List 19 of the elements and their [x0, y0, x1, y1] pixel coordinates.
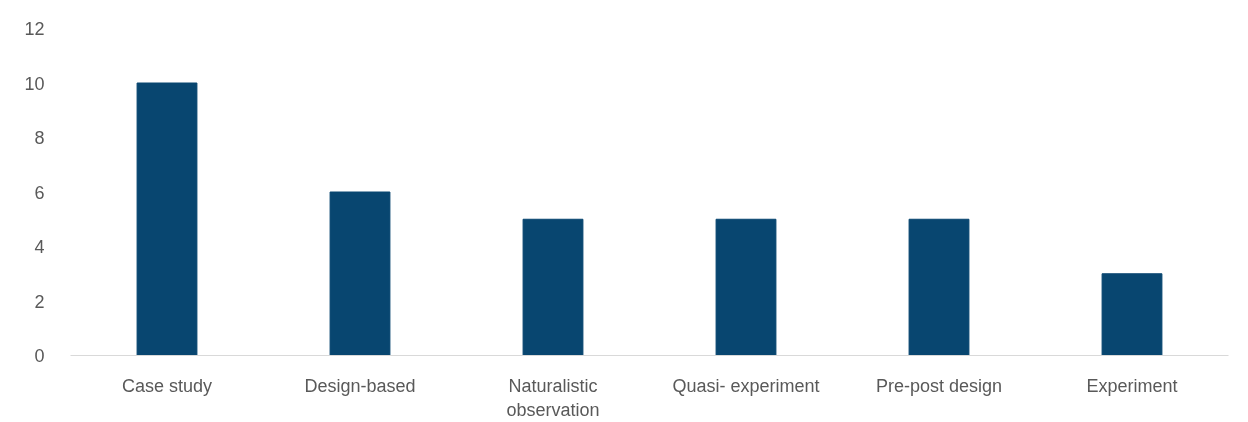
x-tick-label: Case study: [121, 375, 213, 396]
y-tick-label: 2: [34, 291, 45, 312]
x-tick-label: Quasi- experiment: [672, 375, 820, 396]
x-tick-label: Design-based: [304, 375, 416, 396]
bar: [715, 218, 777, 356]
y-tick-label: 6: [34, 182, 45, 203]
bar: [136, 82, 198, 356]
bar: [329, 191, 391, 356]
y-tick-label: 0: [34, 346, 45, 366]
x-tick-label: Pre-post design: [875, 375, 1003, 396]
y-tick-label: 8: [34, 128, 45, 148]
x-tick-label: Experiment: [1086, 375, 1178, 396]
y-tick-label: 10: [24, 73, 45, 94]
bar: [522, 218, 584, 356]
bar: [1101, 273, 1163, 356]
x-tick-label: Naturalistic observation: [506, 375, 600, 420]
y-tick-label: 4: [34, 237, 45, 257]
y-tick-label: 12: [24, 19, 45, 39]
bar: [908, 218, 970, 356]
